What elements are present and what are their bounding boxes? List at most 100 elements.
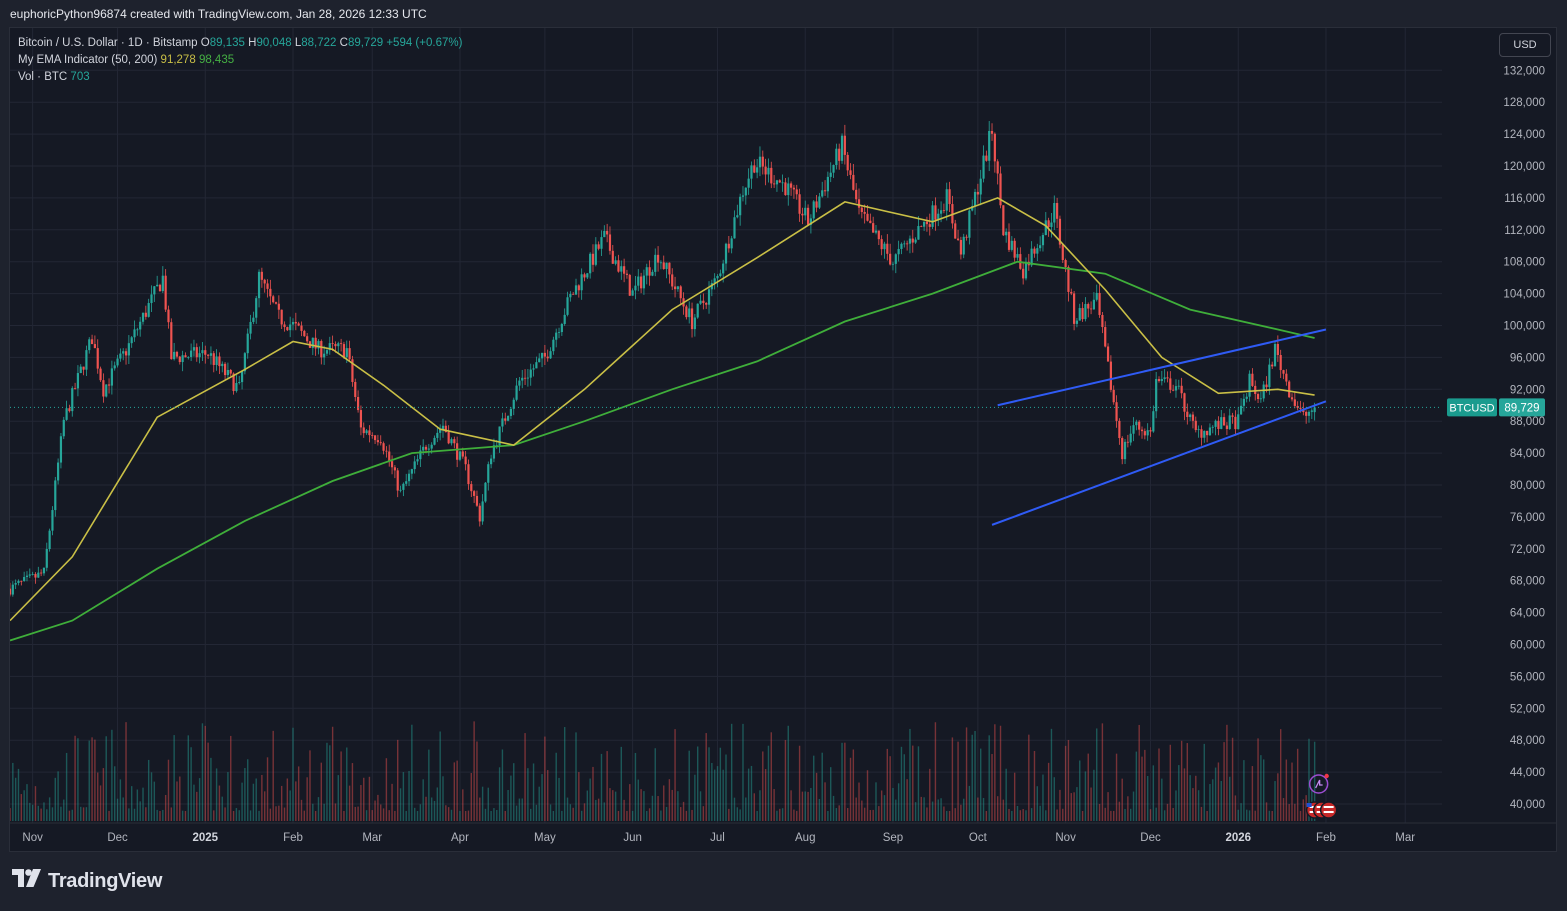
volume-bar (617, 810, 620, 821)
candle-body (102, 380, 105, 397)
time-axis-label: 2025 (192, 832, 218, 844)
volume-bar (767, 745, 770, 821)
candle-body (48, 530, 51, 550)
tradingview-logo[interactable]: TradingView (12, 868, 162, 894)
candle-body (733, 217, 736, 239)
currency-button[interactable]: USD (1499, 33, 1551, 57)
volume-bar (71, 809, 73, 821)
volume-bar (289, 790, 291, 821)
volume-bar (425, 796, 427, 821)
ema-200-line (10, 260, 1315, 642)
volume-bar (323, 803, 325, 821)
legend-volume-value: 703 (70, 71, 90, 83)
volume-bar (926, 807, 928, 821)
candle-body (88, 339, 91, 351)
volume-bar (108, 810, 110, 821)
time-axis-label: Oct (969, 832, 988, 844)
volume-bar (1008, 808, 1010, 821)
volume-bar (764, 769, 767, 821)
volume-bar (796, 810, 798, 821)
volume-bar (51, 807, 54, 821)
volume-bar (309, 750, 311, 821)
chart-pane[interactable]: 40,000 44,000 48,000 52,000 56,000 60,000 64,0… (9, 27, 1557, 852)
price-axis-label: 92,000 (1510, 384, 1545, 396)
candle-body (444, 425, 447, 433)
candle-body (1271, 364, 1274, 367)
volume-bar (889, 756, 891, 821)
volume-bar (88, 740, 90, 821)
candle-body (1039, 245, 1042, 249)
volume-bar (1042, 774, 1044, 821)
volume-bar (846, 808, 849, 821)
volume-bar (43, 802, 45, 821)
volume-bar (193, 784, 195, 821)
candle-body (311, 337, 314, 348)
volume-bar (348, 785, 351, 821)
time-axis-label: Jun (623, 832, 642, 844)
volume-bar (147, 759, 150, 821)
volume-bar (866, 770, 869, 821)
candle-body (286, 327, 289, 331)
volume-bar (159, 810, 161, 821)
candle-body (1299, 407, 1302, 409)
candle-body (413, 461, 416, 470)
price-chart[interactable]: 40,000 44,000 48,000 52,000 56,000 60,000 64,0… (10, 28, 1556, 851)
candle-body (821, 190, 824, 197)
candle-body (826, 176, 829, 192)
volume-bar (773, 789, 775, 821)
candle-body (99, 368, 102, 381)
volume-bar (487, 787, 489, 821)
candle-body (226, 369, 230, 376)
candle-body (574, 285, 578, 295)
price-axis-label: 60,000 (1510, 640, 1545, 652)
candle-body (399, 489, 402, 491)
candle-body (1282, 370, 1285, 374)
legend-ema-row[interactable]: My EMA Indicator (50, 200) 91,278 98,435 (18, 52, 462, 69)
volume-bar (946, 810, 948, 821)
volume-bar (801, 791, 804, 821)
candle-body (76, 373, 80, 389)
candle-body (928, 224, 931, 227)
candle-body (419, 450, 422, 460)
candle-body (1030, 248, 1033, 266)
volume-bar (818, 798, 821, 821)
volume-bar (753, 793, 756, 821)
volume-bar (31, 804, 34, 821)
candle-body (993, 133, 996, 162)
candle-body (283, 324, 286, 328)
candle-body (1239, 405, 1243, 415)
candle-body (934, 205, 937, 220)
volume-bar (654, 748, 656, 821)
legend-symbol-row[interactable]: Bitcoin / U.S. Dollar · 1D · Bitstamp O8… (18, 35, 462, 52)
volume-bar (37, 805, 40, 821)
candle-body (150, 294, 153, 304)
candle-body (119, 353, 122, 359)
candle-body (789, 183, 793, 188)
volume-bar (1076, 787, 1078, 821)
volume-bar (354, 806, 356, 821)
candle-body (843, 135, 846, 155)
legend-volume-row[interactable]: Vol · BTC 703 (18, 69, 462, 86)
candle-body (764, 166, 767, 175)
candle-body (1084, 304, 1087, 320)
volume-bar (1087, 753, 1089, 821)
volume-bar (286, 778, 289, 821)
volume-bar (813, 755, 815, 821)
candle-body (158, 284, 162, 292)
candle-body (1061, 244, 1064, 260)
candle-body (190, 350, 193, 358)
candle-body (889, 253, 892, 265)
volume-bar (162, 809, 164, 821)
candle-body (857, 199, 861, 208)
candle-body (792, 187, 796, 190)
candle-body (354, 381, 357, 397)
price-axis-label: 88,000 (1510, 416, 1545, 428)
volume-bar (1005, 768, 1007, 821)
candle-body (73, 388, 77, 389)
candle-body (235, 382, 238, 392)
candle-body (1200, 429, 1203, 438)
volume-bar (1212, 779, 1214, 821)
volume-bar (439, 731, 441, 821)
candle-body (362, 427, 365, 434)
price-tag: BTCUSD 89,729 (1447, 398, 1545, 417)
